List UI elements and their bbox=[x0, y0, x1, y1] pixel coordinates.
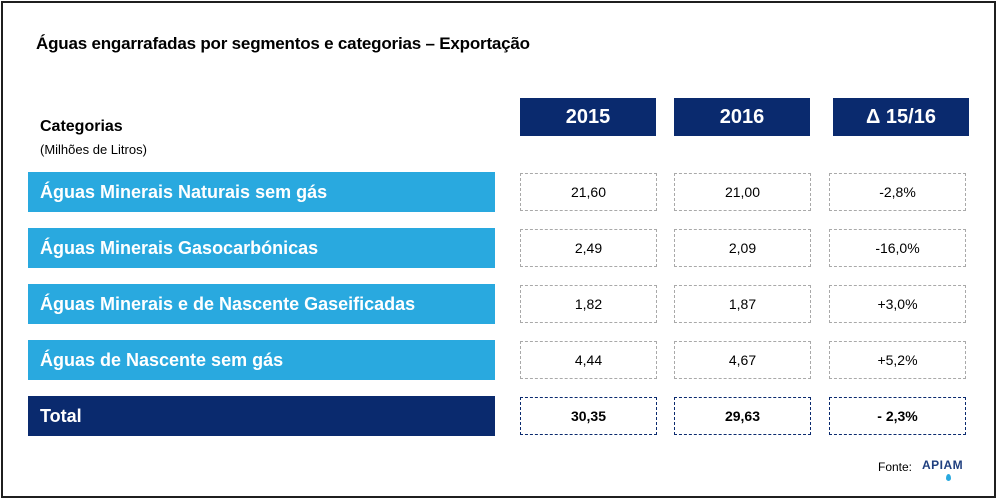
value-cell-2016: 2,09 bbox=[674, 229, 811, 267]
total-row-label: Total bbox=[28, 396, 495, 436]
row-header: Categorias bbox=[40, 118, 123, 135]
source-label: Fonte: bbox=[878, 460, 913, 474]
apiam-logo: APIAM bbox=[922, 458, 964, 472]
value-cell-2016: 1,87 bbox=[674, 285, 811, 323]
value-cell-2015: 21,60 bbox=[520, 173, 657, 211]
chart-title: Águas engarrafadas por segmentos e categ… bbox=[36, 34, 530, 53]
column-header-2016: 2016 bbox=[674, 98, 810, 136]
total-value-cell-2015: 30,35 bbox=[520, 397, 657, 435]
category-row-label: Águas Minerais Gasocarbónicas bbox=[28, 228, 495, 268]
total-value-cell-delta: - 2,3% bbox=[829, 397, 966, 435]
value-cell-delta: +5,2% bbox=[829, 341, 966, 379]
category-row-label: Águas Minerais e de Nascente Gaseificada… bbox=[28, 284, 495, 324]
value-cell-delta: -2,8% bbox=[829, 173, 966, 211]
column-header-delta: Δ 15/16 bbox=[833, 98, 969, 136]
value-cell-2016: 21,00 bbox=[674, 173, 811, 211]
category-row-label: Águas de Nascente sem gás bbox=[28, 340, 495, 380]
total-value-cell-2016: 29,63 bbox=[674, 397, 811, 435]
column-header-2015: 2015 bbox=[520, 98, 656, 136]
value-cell-2016: 4,67 bbox=[674, 341, 811, 379]
category-row-label: Águas Minerais Naturais sem gás bbox=[28, 172, 495, 212]
value-cell-2015: 1,82 bbox=[520, 285, 657, 323]
value-cell-2015: 4,44 bbox=[520, 341, 657, 379]
row-header-units: (Milhões de Litros) bbox=[40, 142, 147, 157]
value-cell-2015: 2,49 bbox=[520, 229, 657, 267]
water-drop-icon bbox=[946, 474, 951, 481]
value-cell-delta: +3,0% bbox=[829, 285, 966, 323]
value-cell-delta: -16,0% bbox=[829, 229, 966, 267]
